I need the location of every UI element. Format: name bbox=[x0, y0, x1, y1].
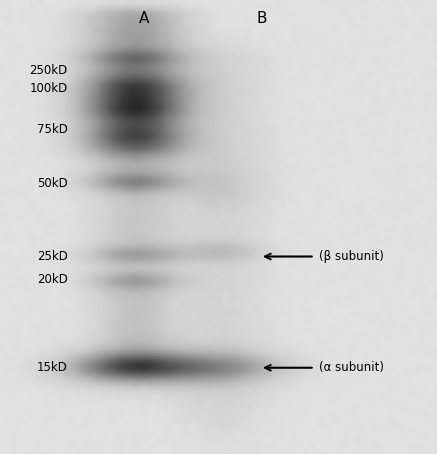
Text: 250kD: 250kD bbox=[29, 64, 68, 77]
Text: 15kD: 15kD bbox=[37, 361, 68, 374]
Text: A: A bbox=[139, 10, 149, 26]
Text: (α subunit): (α subunit) bbox=[319, 361, 384, 374]
Text: 50kD: 50kD bbox=[37, 178, 68, 190]
Text: 20kD: 20kD bbox=[37, 273, 68, 286]
Text: 100kD: 100kD bbox=[29, 82, 68, 95]
Text: 75kD: 75kD bbox=[37, 123, 68, 136]
Text: B: B bbox=[257, 10, 267, 26]
Text: (β subunit): (β subunit) bbox=[319, 250, 384, 263]
Text: 25kD: 25kD bbox=[37, 250, 68, 263]
